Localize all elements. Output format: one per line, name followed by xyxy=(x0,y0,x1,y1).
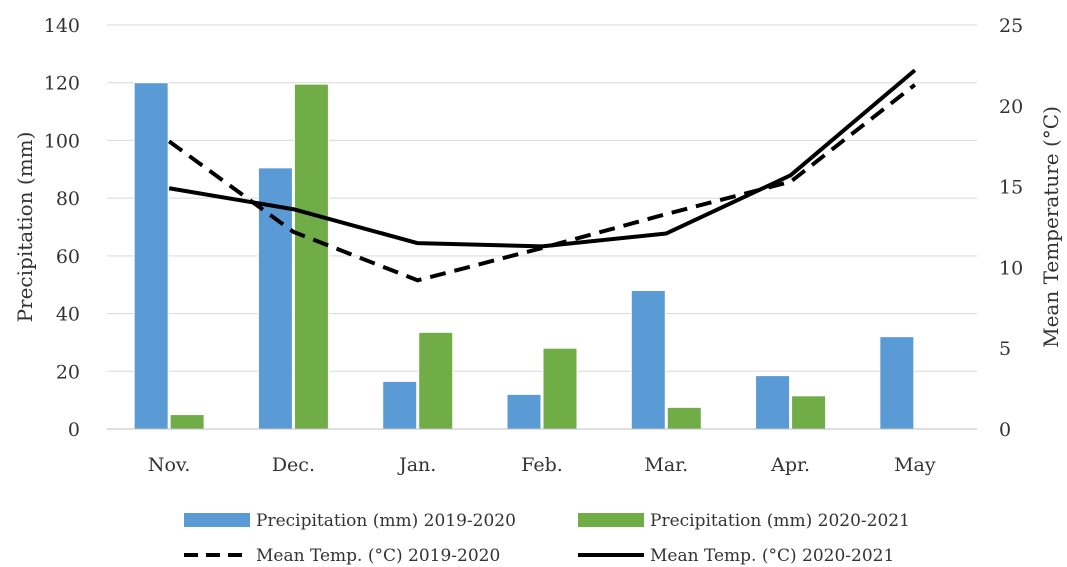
x-tick-label: Jan. xyxy=(397,454,436,476)
bar xyxy=(506,393,542,430)
x-tick-label: May xyxy=(894,454,936,476)
legend-swatch xyxy=(578,513,644,527)
legend-label: Precipitation (mm) 2020-2021 xyxy=(650,511,910,531)
bars xyxy=(133,82,915,430)
legend-label: Mean Temp. (°C) 2020-2021 xyxy=(650,546,894,566)
bar xyxy=(382,380,418,430)
x-tick-label: Apr. xyxy=(770,454,810,476)
y2-tick-label: 20 xyxy=(999,96,1023,118)
y-tick-label: 140 xyxy=(44,15,80,37)
y-tick-label: 20 xyxy=(56,361,80,383)
bar xyxy=(293,83,329,430)
bar xyxy=(879,336,915,430)
bar xyxy=(257,167,293,430)
x-tick-label: Dec. xyxy=(272,454,315,476)
x-tick-label: Feb. xyxy=(521,454,563,476)
legend-label: Precipitation (mm) 2019-2020 xyxy=(256,511,516,531)
y2-tick-label: 5 xyxy=(999,338,1011,360)
bar xyxy=(630,289,666,430)
bar xyxy=(169,414,205,430)
bar xyxy=(133,82,169,430)
y-axis-title: Precipitation (mm) xyxy=(13,132,37,323)
y-tick-label: 60 xyxy=(56,246,80,268)
bar xyxy=(755,375,791,430)
bar xyxy=(542,347,578,430)
legend-swatch xyxy=(184,513,250,527)
lines xyxy=(167,68,917,283)
x-tick-label: Mar. xyxy=(644,454,688,476)
legend-label: Mean Temp. (°C) 2019-2020 xyxy=(256,546,500,566)
axes: 0 20 40 60 80 100 120 140 0 5 10 15 20 25 Nov. Dec. Jan.… xyxy=(13,15,1063,476)
bar xyxy=(791,395,827,430)
gridlines xyxy=(107,24,977,372)
bar xyxy=(418,331,454,430)
y-tick-label: 120 xyxy=(44,73,80,95)
legend: Precipitation (mm) 2019-2020 Precipitatio… xyxy=(184,511,910,566)
y-tick-label: 0 xyxy=(68,419,80,441)
temp-line-2020-2021 xyxy=(168,68,917,249)
y-tick-label: 80 xyxy=(56,188,80,210)
y2-tick-label: 10 xyxy=(999,257,1023,279)
y2-tick-label: 15 xyxy=(999,177,1023,199)
y2-tick-label: 0 xyxy=(999,419,1011,441)
y2-axis-title: Mean Temperature (°C) xyxy=(1039,106,1063,348)
x-tick-label: Nov. xyxy=(148,454,191,476)
bar xyxy=(666,406,702,430)
y-tick-label: 40 xyxy=(56,304,80,326)
y2-tick-label: 25 xyxy=(999,15,1023,37)
y-tick-label: 100 xyxy=(44,130,80,152)
